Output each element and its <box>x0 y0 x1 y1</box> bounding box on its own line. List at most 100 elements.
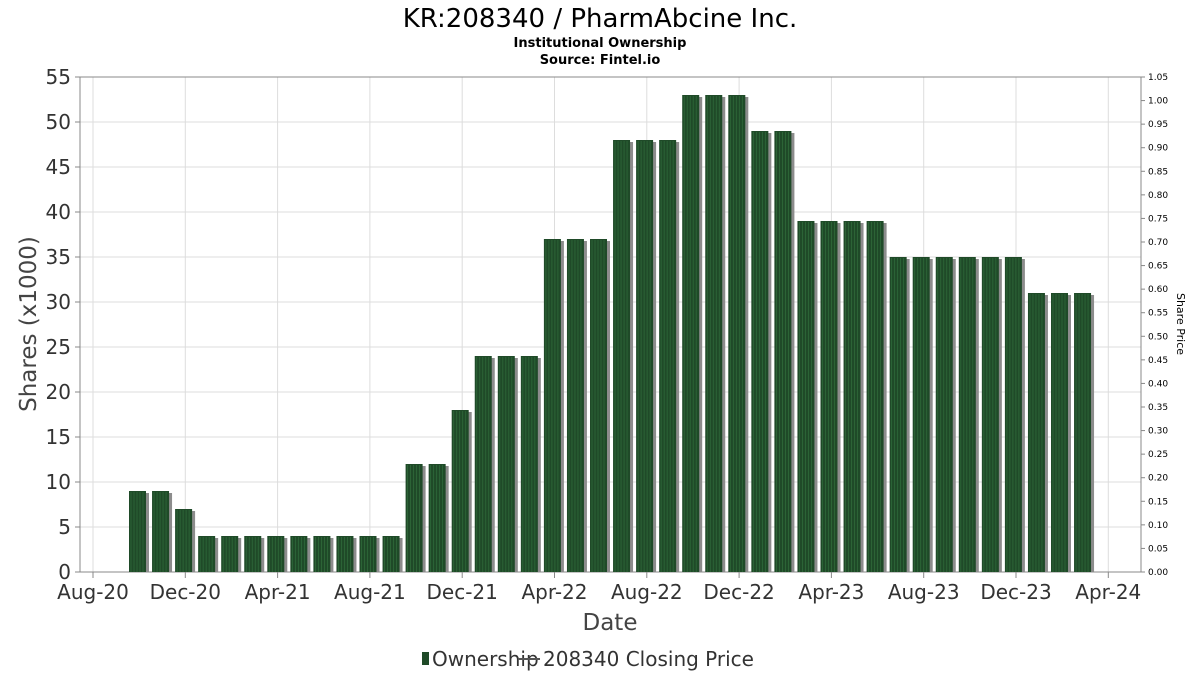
ownership-bar <box>336 536 357 572</box>
x-tick-label: Aug-21 <box>334 580 406 604</box>
y2-tick-label: 1.00 <box>1148 97 1168 107</box>
ownership-bar <box>451 410 472 572</box>
y2-axis-label: Share Price <box>1174 293 1187 355</box>
bar-body <box>175 509 193 572</box>
bar-body <box>152 491 170 572</box>
ownership-bar <box>889 257 910 572</box>
y2-tick-label: 0.35 <box>1148 403 1168 413</box>
ownership-bar <box>613 140 634 572</box>
x-axis-ticks: Aug-20 Dec-20 Apr-21 Aug-21 Dec-21 Apr-22 Aug-… <box>57 572 1141 604</box>
bar-body <box>313 536 331 572</box>
y2-tick-label: 0.00 <box>1148 568 1168 578</box>
ownership-bar <box>175 509 196 572</box>
plot-area <box>79 76 1142 573</box>
ownership-bar <box>1004 257 1025 572</box>
ownership-bar <box>935 257 956 572</box>
legend: Ownership 208340 Closing Price <box>422 647 754 671</box>
ownership-bar <box>797 221 818 572</box>
y2-tick-label: 0.05 <box>1148 544 1168 554</box>
y2-tick-label: 0.70 <box>1148 238 1168 248</box>
ownership-bar <box>1051 293 1071 572</box>
x-tick-label: Aug-20 <box>57 580 129 604</box>
y2-tick-label: 0.65 <box>1148 262 1168 272</box>
bar-body <box>1051 293 1068 572</box>
y2-tick-label: 0.50 <box>1148 332 1168 342</box>
ownership-bar <box>543 239 564 572</box>
y-tick-label: 5 <box>58 515 71 539</box>
ownership-bar <box>866 221 887 572</box>
ownership-bar <box>313 536 334 572</box>
ownership-bar <box>520 356 541 572</box>
y-tick-label: 55 <box>46 65 71 89</box>
y2-tick-label: 0.75 <box>1148 214 1168 224</box>
bar-body <box>866 221 884 572</box>
bar-body <box>912 257 930 572</box>
y-tick-label: 35 <box>46 245 71 269</box>
bar-body <box>751 131 769 572</box>
y2-tick-label: 0.45 <box>1148 356 1168 366</box>
x-tick-label: Aug-23 <box>888 580 960 604</box>
x-tick-label: Apr-24 <box>1075 580 1141 604</box>
x-tick-label: Apr-21 <box>245 580 311 604</box>
bar-body <box>1074 293 1092 572</box>
y-axis-label: Shares (x1000) <box>16 236 42 412</box>
ownership-bar <box>382 536 403 572</box>
x-tick-label: Aug-22 <box>611 580 683 604</box>
bar-body <box>244 536 262 572</box>
bar-body <box>1027 293 1045 572</box>
bar-body <box>1004 257 1022 572</box>
bar-body <box>497 356 515 572</box>
ownership-bar <box>198 536 219 572</box>
ownership-bar <box>1074 293 1095 572</box>
x-tick-label: Dec-22 <box>703 580 774 604</box>
bar-body <box>889 257 907 572</box>
x-axis-label: Date <box>583 610 638 636</box>
y2-tick-label: 0.95 <box>1148 120 1168 130</box>
chart-subtitle: Institutional Ownership <box>514 36 687 51</box>
ownership-bar <box>705 95 726 572</box>
x-tick-label: Dec-21 <box>427 580 498 604</box>
y2-tick-label: 0.15 <box>1148 497 1168 507</box>
bar-body <box>543 239 561 572</box>
bar-body <box>958 257 976 572</box>
ownership-bar <box>566 239 587 572</box>
bar-body <box>129 491 146 572</box>
bar-body <box>981 257 999 572</box>
right-axis-ticks: 0.00 0.05 0.10 0.15 0.20 0.25 0.30 0.35 0.40 0.45… <box>1141 73 1168 578</box>
bar-body <box>382 536 400 572</box>
y-tick-label: 0 <box>58 560 71 584</box>
y-tick-label: 40 <box>46 200 71 224</box>
bar-body <box>613 140 631 572</box>
y-tick-label: 25 <box>46 335 71 359</box>
ownership-bar <box>981 257 1002 572</box>
y-tick-label: 50 <box>46 110 71 134</box>
y2-tick-label: 0.20 <box>1148 474 1168 484</box>
bar-body <box>405 464 423 572</box>
ownership-bar <box>129 491 149 572</box>
ownership-bar <box>774 131 795 572</box>
y-tick-label: 15 <box>46 425 71 449</box>
ownership-bar <box>244 536 265 572</box>
ownership-bar <box>1027 293 1048 572</box>
bar-body <box>267 536 285 572</box>
bar-body <box>198 536 216 572</box>
x-tick-label: Dec-20 <box>150 580 221 604</box>
x-tick-label: Apr-22 <box>522 580 588 604</box>
bar-body <box>221 536 239 572</box>
x-tick-label: Apr-23 <box>798 580 864 604</box>
ownership-bar <box>912 257 933 572</box>
bar-body <box>935 257 953 572</box>
legend-price-label: 208340 Closing Price <box>543 647 754 671</box>
ownership-bar <box>751 131 772 572</box>
bar-body <box>290 536 308 572</box>
legend-ownership-swatch <box>422 652 429 665</box>
bar-body <box>728 95 746 572</box>
bar-body <box>820 221 838 572</box>
bar-body <box>566 239 584 572</box>
y2-tick-label: 0.80 <box>1148 191 1168 201</box>
y-tick-label: 20 <box>46 380 71 404</box>
bar-series <box>129 95 1095 572</box>
ownership-bar <box>428 464 449 572</box>
ownership-bar <box>659 140 680 572</box>
